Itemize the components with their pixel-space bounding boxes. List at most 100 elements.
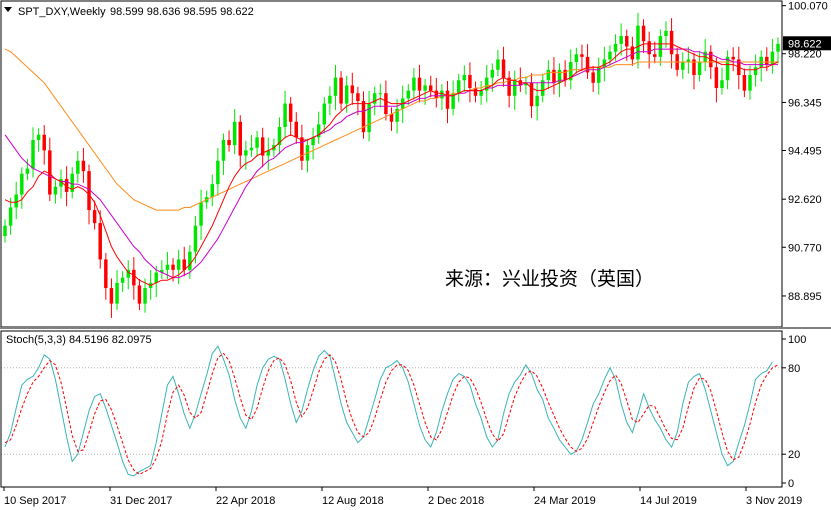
- candle-body: [20, 173, 24, 195]
- candle-body: [669, 30, 674, 55]
- stoch-tick-label: 20: [788, 449, 800, 461]
- candle-body: [490, 69, 495, 78]
- candle-body: [440, 90, 444, 99]
- price-tick-label: 96.345: [788, 97, 822, 109]
- candle-body: [602, 59, 607, 68]
- candle-body: [742, 75, 747, 91]
- candle-body: [535, 95, 539, 107]
- candle-body: [468, 75, 472, 89]
- candle-body: [294, 121, 299, 138]
- candle-body: [451, 93, 455, 109]
- candle-body: [64, 178, 69, 192]
- candle-body: [165, 264, 170, 270]
- candle-body: [484, 77, 489, 91]
- last-price-label: 98.622: [788, 38, 822, 50]
- candle-body: [417, 77, 422, 91]
- candle-body: [333, 77, 338, 96]
- candle-body: [249, 147, 254, 151]
- time-tick-label: 3 Nov 2019: [746, 495, 802, 507]
- candle-body: [720, 80, 724, 89]
- candle-body: [109, 288, 114, 304]
- candle-body: [132, 269, 136, 286]
- time-tick-label: 2 Dec 2018: [428, 495, 484, 507]
- time-tick-label: 10 Sep 2017: [4, 495, 66, 507]
- candle-body: [731, 56, 735, 60]
- candle-body: [563, 69, 567, 81]
- candle-body: [311, 137, 315, 146]
- candle-body: [625, 36, 629, 47]
- stoch-tick-label: 80: [788, 363, 800, 375]
- candle-body: [524, 82, 528, 86]
- candle-body: [395, 108, 399, 122]
- candle-body: [137, 285, 142, 304]
- candle-body: [14, 194, 18, 208]
- candle-body: [552, 69, 556, 83]
- candle-body: [501, 59, 506, 78]
- candle-body: [384, 93, 388, 114]
- candle-body: [473, 88, 478, 96]
- candle-body: [300, 137, 304, 161]
- time-tick-label: 14 Jul 2019: [640, 495, 697, 507]
- candle-body: [692, 59, 696, 76]
- last-price-box: [783, 36, 831, 51]
- candle-body: [288, 103, 293, 122]
- candle-body: [714, 67, 719, 89]
- price-pane[interactable]: [3, 12, 780, 318]
- candle-body: [630, 46, 635, 60]
- stoch-pane-border: [0, 330, 783, 488]
- collapse-triangle-icon[interactable]: [4, 7, 12, 12]
- candle-body: [104, 259, 108, 289]
- candle-body: [188, 251, 192, 270]
- time-tick-label: 12 Aug 2018: [322, 495, 384, 507]
- candle-body: [686, 59, 691, 63]
- candle-body: [210, 184, 214, 198]
- candle-body: [664, 30, 668, 37]
- candle-body: [636, 25, 640, 60]
- candle-body: [126, 269, 130, 278]
- candle-body: [98, 223, 102, 260]
- price-tick-label: 94.495: [788, 145, 822, 157]
- candle-body: [541, 80, 545, 96]
- candle-body: [765, 56, 769, 65]
- candle-body: [641, 25, 646, 42]
- candle-body: [613, 43, 618, 52]
- time-tick-label: 31 Dec 2017: [110, 495, 172, 507]
- candle-body: [434, 90, 439, 99]
- candle-body: [389, 113, 394, 122]
- candle-body: [48, 150, 52, 195]
- stoch-pane[interactable]: [1, 345, 782, 477]
- candle-body: [557, 69, 562, 83]
- stoch-header-label: Stoch(5,3,3) 84.5196 82.0975: [6, 334, 152, 346]
- candle-body: [406, 90, 411, 99]
- candle-body: [445, 90, 450, 109]
- candle-body: [753, 67, 758, 76]
- candle-body: [658, 36, 663, 57]
- candle-body: [76, 160, 80, 174]
- candle-body: [115, 282, 119, 304]
- price-pane-border: [0, 0, 783, 328]
- candle-body: [199, 202, 203, 226]
- candle-body: [574, 54, 579, 63]
- candle-body: [546, 69, 551, 81]
- candle-body: [619, 36, 623, 44]
- candle-body: [36, 134, 41, 140]
- candle-body: [81, 160, 86, 172]
- candle-body: [597, 67, 601, 83]
- candle-body: [339, 77, 343, 104]
- price-tick-label: 90.770: [788, 242, 822, 254]
- candle-body: [496, 59, 500, 70]
- candle-body: [428, 85, 433, 91]
- time-tick-label: 22 Apr 2018: [216, 495, 275, 507]
- candle-body: [25, 168, 30, 174]
- candle-body: [344, 85, 349, 104]
- candle-body: [154, 272, 158, 283]
- candle-body: [221, 139, 226, 161]
- candle-body: [512, 80, 517, 96]
- ma-fast-line: [4, 43, 779, 286]
- candle-body: [171, 264, 175, 270]
- candle-body: [283, 103, 287, 127]
- candle-body: [748, 75, 752, 91]
- price-tick-label: 100.070: [788, 1, 828, 13]
- candle-body: [182, 259, 186, 270]
